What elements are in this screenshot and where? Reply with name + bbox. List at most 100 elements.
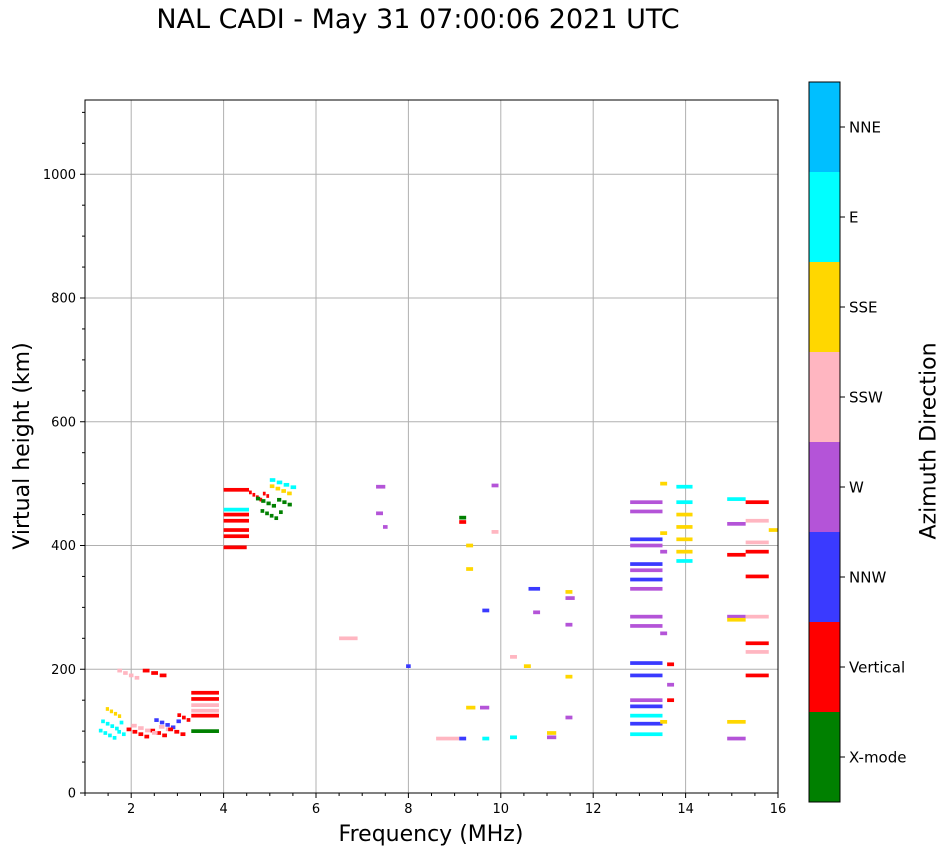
echo-mark: [174, 729, 180, 734]
echo-mark: [745, 650, 769, 654]
x-tick-label: 4: [219, 802, 227, 817]
echo-mark: [459, 515, 467, 520]
echo-mark: [154, 718, 159, 722]
echo-mark: [117, 668, 122, 673]
echo-mark: [667, 662, 675, 667]
x-tick-label: 2: [127, 802, 135, 817]
echo-mark: [109, 709, 114, 714]
echo-mark: [223, 528, 250, 532]
echo-mark: [745, 540, 769, 545]
chart-title: NAL CADI - May 31 07:00:06 2021 UTC: [156, 4, 680, 35]
echo-mark: [547, 735, 557, 740]
y-tick-label: 1000: [43, 168, 76, 183]
colorbar-segment: [809, 712, 840, 802]
echo-mark: [223, 534, 250, 539]
echo-mark: [660, 719, 668, 724]
echo-mark: [630, 713, 663, 718]
colorbar-tick-label: NNW: [849, 569, 886, 587]
echo-mark: [630, 614, 663, 619]
echo-mark: [115, 726, 119, 731]
echo-mark: [182, 715, 186, 720]
plot-frame: [84, 99, 779, 794]
echo-mark: [290, 485, 297, 490]
echo-mark: [660, 481, 668, 486]
x-tick-label: 16: [770, 802, 787, 817]
echo-mark: [660, 631, 668, 636]
y-axis-label: Virtual height (km): [10, 342, 35, 549]
colorbar-tick-label: Vertical: [849, 659, 905, 677]
echo-mark: [510, 655, 517, 659]
echo-mark: [144, 734, 150, 739]
echo-mark: [630, 732, 663, 737]
echo-mark: [630, 500, 663, 505]
echo-mark: [482, 608, 490, 613]
echo-mark: [142, 668, 150, 673]
echo-mark: [376, 484, 386, 489]
echo-mark: [727, 617, 746, 622]
echo-mark: [565, 596, 575, 600]
echo-mark: [259, 497, 263, 502]
echo-mark: [105, 707, 110, 711]
echo-mark: [191, 690, 219, 695]
colorbar-tick-label: W: [849, 479, 864, 497]
echo-mark: [491, 530, 499, 534]
echo-mark: [565, 622, 573, 627]
echo-mark: [165, 723, 170, 727]
colorbar-title: Azimuth Direction: [916, 342, 942, 540]
echo-mark: [252, 492, 256, 497]
x-tick-label: 12: [585, 802, 602, 817]
echo-mark: [491, 483, 499, 488]
echo-mark: [667, 682, 675, 687]
x-tick-label: 10: [493, 802, 510, 817]
y-tick-label: 400: [51, 539, 76, 554]
echo-mark: [676, 525, 693, 529]
echo-mark: [510, 735, 517, 740]
echo-mark: [138, 732, 144, 737]
echo-mark: [269, 513, 274, 518]
echo-mark: [128, 673, 134, 678]
echo-mark: [151, 671, 158, 675]
echo-mark: [630, 624, 663, 628]
echo-mark: [134, 675, 140, 680]
echo-mark: [745, 549, 769, 554]
echo-mark: [287, 491, 292, 496]
echo-mark: [186, 718, 191, 722]
echo-mark: [676, 549, 693, 554]
echo-mark: [117, 714, 122, 719]
echo-mark: [151, 731, 158, 735]
axis-ticks: 2 4 6 8 10 12 14 16 0 200 400 600 800 1000: [43, 111, 787, 817]
echo-mark: [223, 512, 250, 517]
echo-mark: [676, 512, 693, 517]
echo-mark: [630, 698, 663, 703]
echo-mark: [105, 721, 110, 726]
echo-mark: [676, 484, 693, 489]
echo-mark: [660, 549, 668, 554]
echo-mark: [223, 518, 250, 523]
echo-mark: [466, 705, 476, 710]
echo-mark: [727, 614, 746, 619]
echo-mark: [482, 736, 490, 741]
colorbar-tick-label: SSE: [849, 299, 878, 317]
colorbar-tick-label: E: [849, 209, 858, 227]
echo-mark: [117, 729, 122, 734]
echo-mark: [630, 704, 663, 709]
echo-mark: [170, 725, 176, 730]
echo-mark: [275, 486, 281, 491]
echo-mark: [191, 697, 219, 701]
colorbar-segment: [809, 622, 840, 712]
colorbar-segment: [809, 172, 840, 262]
x-tick-label: 6: [312, 802, 320, 817]
echo-mark: [249, 490, 252, 495]
echo-mark: [406, 664, 411, 669]
echo-mark: [768, 528, 778, 532]
x-tick-label: 8: [404, 802, 412, 817]
echo-mark: [676, 500, 693, 505]
echo-mark: [260, 509, 265, 513]
echo-mark: [271, 503, 277, 508]
echo-mark: [121, 732, 126, 737]
echo-mark: [266, 501, 271, 506]
echo-mark: [565, 715, 573, 720]
echo-mark: [283, 482, 290, 487]
echo-mark: [745, 641, 769, 646]
echo-mark: [138, 726, 144, 730]
